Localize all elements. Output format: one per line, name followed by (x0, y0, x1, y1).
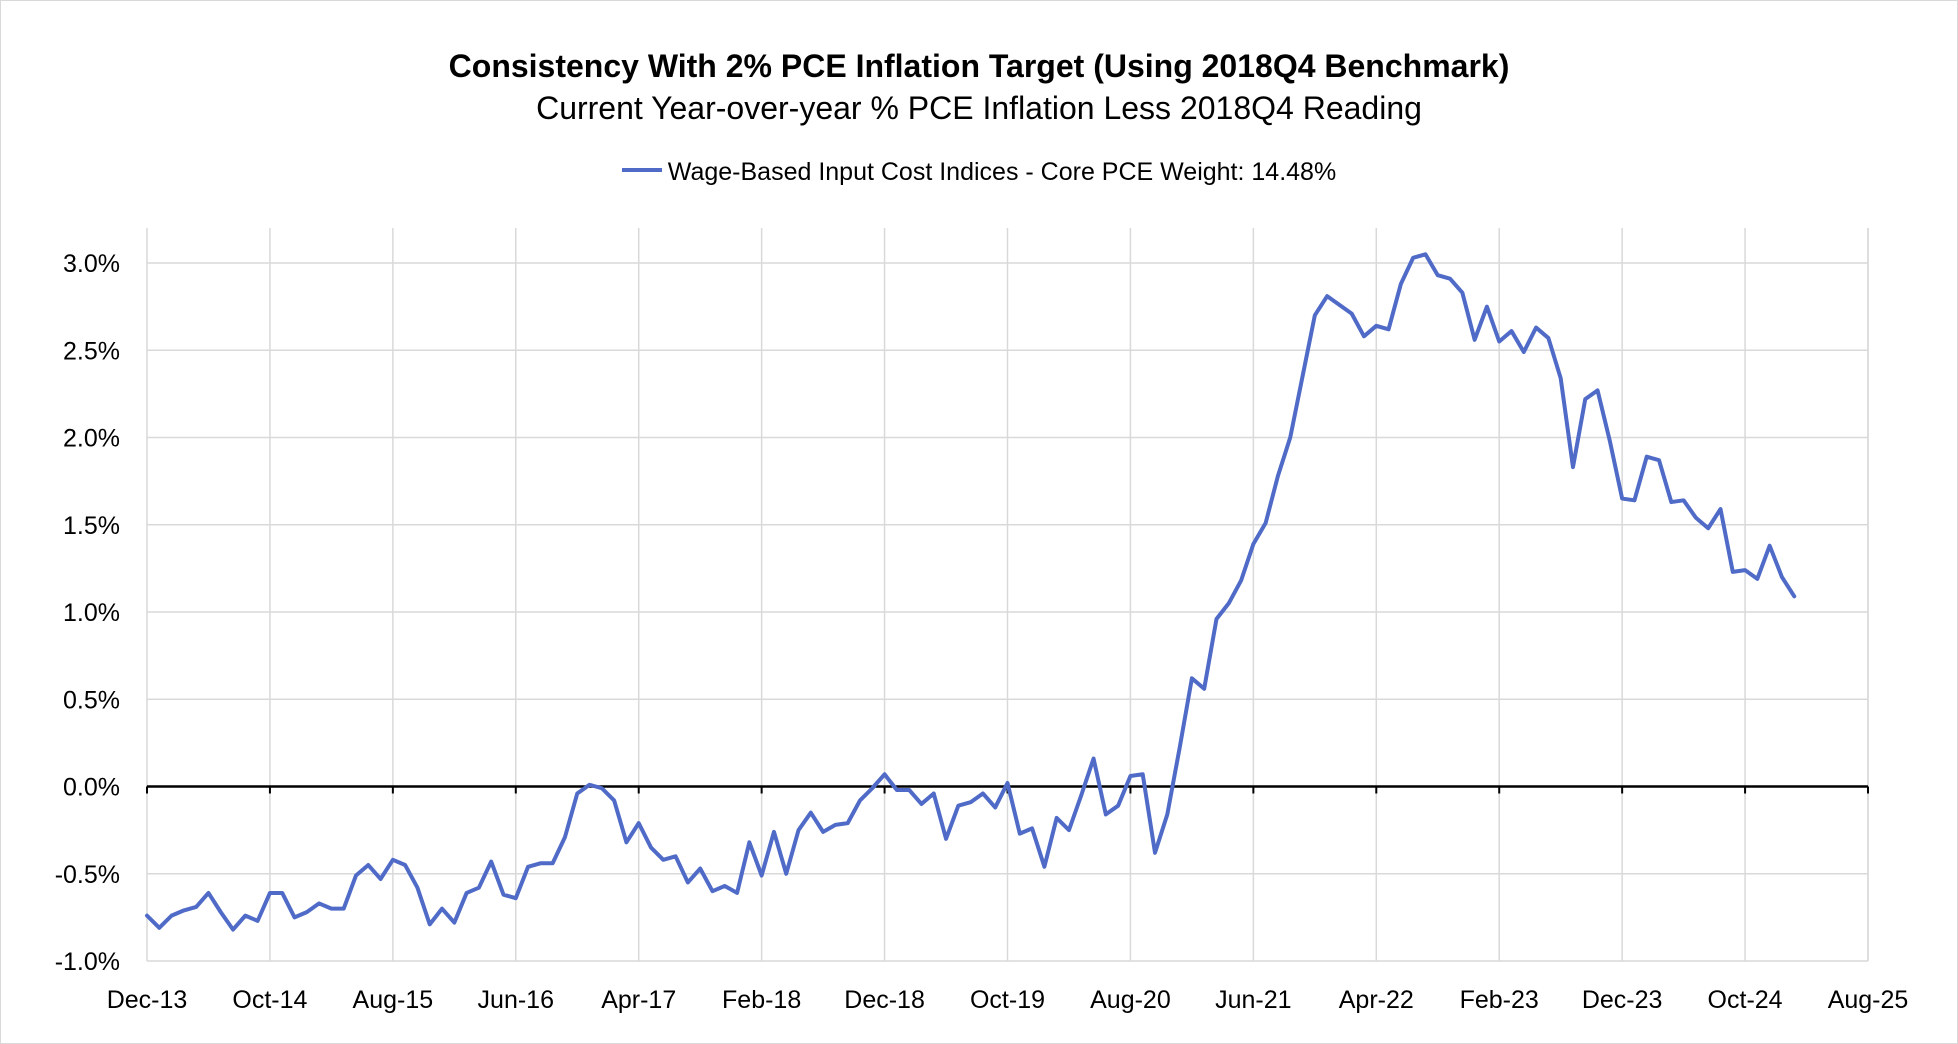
x-tick-label: Jun-21 (1215, 986, 1291, 1014)
x-tick-label: Dec-13 (107, 986, 188, 1014)
legend: Wage-Based Input Cost Indices - Core PCE… (0, 158, 1958, 187)
x-axis-labels: Dec-13 Oct-14 Aug-15 Jun-16 Apr-17 Feb-18 Dec-… (107, 986, 1909, 1014)
legend-label: Wage-Based Input Cost Indices - Core PCE… (667, 158, 1337, 186)
legend-swatch (621, 168, 662, 173)
x-tick-label: Aug-15 (353, 986, 434, 1014)
x-tick-label: Jun-16 (478, 986, 554, 1014)
x-tick-label: Dec-18 (844, 986, 925, 1014)
y-tick-label: 3.0% (63, 250, 120, 278)
x-gridlines (146, 228, 1869, 961)
y-tick-label: 2.5% (63, 337, 120, 365)
y-tick-label: 1.0% (63, 599, 120, 627)
y-gridlines (147, 262, 1868, 962)
x-tick-label: Feb-23 (1460, 986, 1539, 1014)
x-tick-label: Aug-25 (1828, 986, 1909, 1014)
x-tick-label: Dec-23 (1582, 986, 1663, 1014)
x-tick-label: Feb-18 (722, 986, 801, 1014)
y-tick-label: 1.5% (63, 512, 120, 540)
x-tick-label: Oct-24 (1708, 986, 1783, 1014)
chart-title: Consistency With 2% PCE Inflation Target… (448, 48, 1510, 84)
y-tick-label: -0.5% (55, 861, 120, 889)
y-tick-label: 0.5% (63, 686, 120, 714)
chart-subtitle: Current Year-over-year % PCE Inflation L… (536, 90, 1422, 126)
y-tick-label: 2.0% (63, 425, 120, 453)
y-tick-label: -1.0% (55, 948, 120, 976)
series-line-wage-based-input-cost (145, 252, 1797, 932)
x-tick-label: Oct-19 (970, 986, 1045, 1014)
x-tick-label: Apr-17 (601, 986, 676, 1014)
y-axis-labels: -1.0% -0.5% 0.0% 0.5% 1.0% 1.5% 2.0% 2.5% 3.0% (55, 250, 120, 976)
x-tick-label: Oct-14 (232, 986, 307, 1014)
series-group (145, 252, 1797, 932)
y-tick-label: 0.0% (63, 774, 120, 802)
x-tick-label: Apr-22 (1339, 986, 1414, 1014)
x-tick-label: Aug-20 (1090, 986, 1171, 1014)
